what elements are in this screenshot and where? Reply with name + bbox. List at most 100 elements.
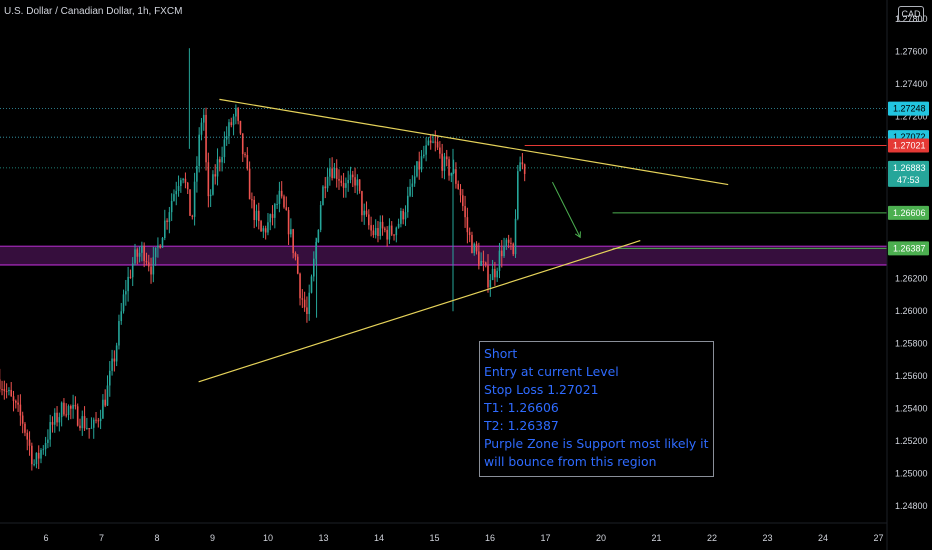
candle-body: [461, 195, 464, 207]
candle-body: [74, 404, 77, 407]
candle-body: [58, 417, 61, 423]
candle-body: [150, 266, 152, 275]
candle-body: [443, 156, 446, 171]
candle-body: [276, 203, 278, 205]
candle-body: [498, 250, 501, 271]
candle-body: [379, 221, 382, 236]
candle-body: [381, 221, 384, 229]
candle-body: [232, 116, 235, 126]
note-line-support-2: will bounce from this region: [484, 454, 657, 469]
candle-body: [221, 157, 223, 163]
candle-body: [452, 169, 455, 174]
candle-body: [175, 190, 178, 195]
candle-body: [12, 396, 15, 401]
candle-body: [145, 260, 148, 263]
time-tick-label: 22: [707, 533, 717, 543]
candle-body: [464, 206, 466, 218]
candle-body: [384, 228, 386, 230]
price-tick-label: 1.24800: [895, 501, 928, 511]
candle-body: [90, 427, 93, 429]
candle-body: [184, 178, 187, 183]
time-axis[interactable]: 6 7 8 9 10 13 14 15 16 17 20 21 22 23 24 27: [0, 522, 887, 543]
currency-button[interactable]: CAD: [898, 6, 924, 22]
candle-body: [86, 428, 88, 430]
trendline-layer: [198, 98, 729, 383]
candle-body: [216, 159, 219, 177]
candle-body: [163, 220, 166, 238]
candle-body: [363, 210, 366, 216]
candle-body: [448, 159, 450, 176]
candle-body: [1, 389, 3, 391]
candle-body: [92, 419, 95, 428]
candle-body: [503, 246, 505, 257]
candle-body: [120, 311, 123, 322]
candle-body: [427, 140, 430, 146]
candle-body: [500, 250, 503, 257]
candle-body: [143, 245, 145, 261]
trade-note-box[interactable]: Short Entry at current Level Stop Loss 1…: [479, 341, 714, 477]
candle-body: [374, 228, 377, 236]
price-badge: [888, 101, 929, 116]
time-tick-label: 23: [762, 533, 772, 543]
candle-body: [326, 176, 329, 189]
candle-body: [271, 214, 274, 218]
candle-body: [154, 247, 157, 258]
symbol-title[interactable]: U.S. Dollar / Canadian Dollar, 1h, FXCM: [4, 6, 183, 17]
candle-body: [177, 186, 180, 191]
candle-body: [487, 265, 489, 288]
price-tick-label: 1.27600: [895, 46, 928, 56]
candle-body: [429, 140, 432, 143]
price-badge: [888, 241, 929, 256]
candle-body: [67, 406, 70, 415]
candle-body: [345, 183, 347, 188]
candle-body: [193, 181, 196, 217]
candle-body: [28, 439, 31, 446]
support-zone-layer: [0, 245, 887, 266]
candle-body: [63, 402, 65, 415]
candle-body: [455, 169, 457, 184]
candle-body: [299, 273, 301, 299]
price-badge-label: 1.27248: [893, 104, 926, 114]
price-tick-label: 1.27200: [895, 111, 928, 121]
candle-body: [205, 114, 207, 163]
candle-body: [8, 389, 10, 392]
candle-body: [269, 214, 272, 223]
candle-body: [70, 406, 72, 409]
candle-body: [248, 168, 251, 200]
candle-body: [161, 237, 164, 248]
support-zone-fill: [0, 246, 887, 265]
candle-body: [207, 162, 210, 197]
candle-body: [241, 133, 244, 155]
candle-body: [14, 400, 17, 403]
candle-body: [200, 122, 203, 135]
candle-body: [17, 402, 19, 405]
candle-body: [141, 245, 143, 253]
candle-body: [106, 385, 109, 406]
price-tick-label: 1.27800: [895, 14, 928, 24]
price-axis[interactable]: 1.24800 1.25000 1.25200 1.25400 1.25600 1.258…: [886, 0, 928, 550]
candle-body: [115, 345, 118, 362]
candle-body: [496, 270, 498, 278]
price-tick-label: 1.25000: [895, 469, 928, 479]
price-badge: [888, 138, 929, 153]
candle-body: [290, 229, 292, 235]
candle-body: [44, 442, 47, 450]
candle-body: [49, 422, 51, 440]
candle-body: [212, 174, 214, 195]
candle-body: [118, 321, 120, 346]
price-tick-label: 1.25400: [895, 404, 928, 414]
candle-body: [514, 218, 517, 255]
candle-body: [31, 445, 33, 465]
candle-body: [475, 243, 478, 252]
note-line-target-2: T2: 1.26387: [484, 418, 559, 433]
candle-body: [244, 154, 246, 156]
price-tick-label: 1.25200: [895, 436, 928, 446]
candle-body: [198, 134, 200, 166]
candle-body: [338, 179, 340, 181]
candle-body: [186, 182, 189, 190]
candle-body: [347, 179, 349, 184]
time-tick-label: 24: [818, 533, 828, 543]
candle-body: [294, 253, 297, 257]
time-tick-label: 27: [873, 533, 883, 543]
